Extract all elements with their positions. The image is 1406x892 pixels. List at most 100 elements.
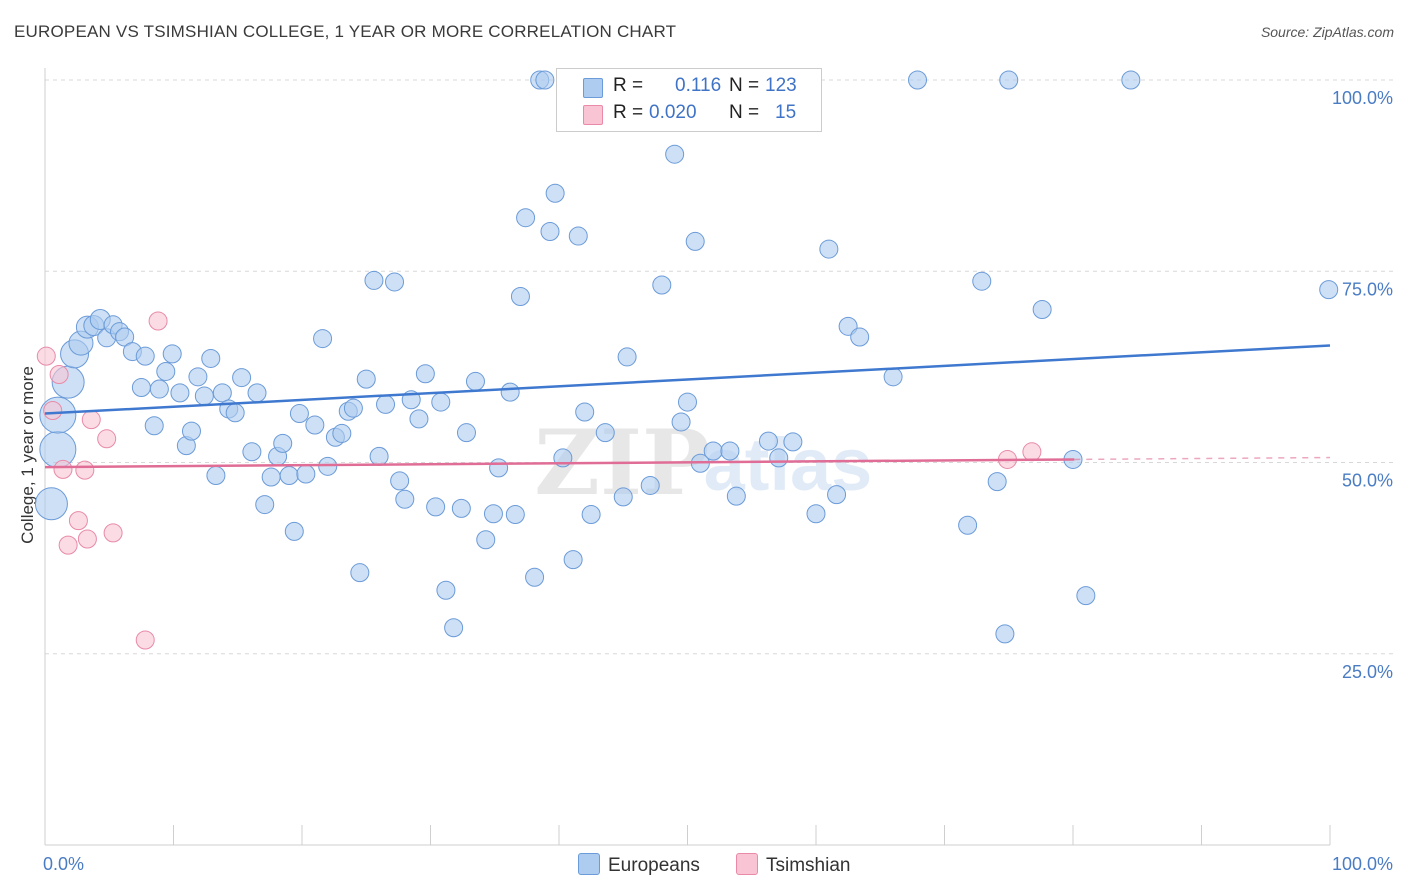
y-tick-label-75: 75.0%: [1342, 279, 1393, 299]
europeans-point-22: [181, 421, 201, 441]
europeans-point-30: [232, 368, 252, 388]
tsimshian-point-7: [77, 529, 97, 549]
tsimshian-point-14: [1022, 442, 1042, 462]
europeans-point-40: [296, 464, 316, 484]
europeans-point-94: [703, 441, 723, 461]
europeans-point-54: [390, 471, 410, 491]
europeans-point-49: [356, 369, 376, 389]
europeans-point-58: [415, 364, 435, 384]
tsimshian-point-1: [43, 400, 63, 420]
europeans-point-59: [426, 497, 446, 517]
europeans-point-114: [1032, 300, 1052, 319]
n-value-europeans: 123: [765, 75, 797, 96]
europeans-point-111: [987, 472, 1007, 492]
europeans-legend-swatch: [578, 853, 600, 875]
tsimshian-trend-extension: [1074, 456, 1331, 461]
tsimshian-point-12: [148, 311, 168, 331]
europeans-point-23: [188, 367, 208, 387]
europeans-point-45: [332, 423, 352, 443]
europeans-point-18: [156, 361, 176, 381]
legend-europeans-label: Europeans: [608, 855, 700, 876]
europeans-point-52: [376, 394, 396, 414]
europeans-point-110: [972, 271, 992, 291]
europeans-point-107: [883, 367, 903, 387]
europeans-point-117: [1121, 70, 1141, 90]
europeans-point-50: [364, 270, 384, 290]
europeans-point-26: [206, 466, 226, 486]
europeans-point-70: [505, 505, 525, 525]
europeans-point-88: [652, 275, 672, 295]
europeans-point-85: [617, 347, 637, 367]
europeans-point-27: [212, 383, 232, 403]
x-tick-label-min: 0.0%: [43, 854, 84, 874]
europeans-point-76: [540, 221, 560, 241]
chart-title: EUROPEAN VS TSIMSHIAN COLLEGE, 1 YEAR OR…: [14, 22, 677, 41]
europeans-point-48: [350, 563, 370, 583]
trend-lines: [44, 344, 1331, 469]
europeans-point-68: [489, 458, 509, 478]
r-value-tsimshian: 0.020: [649, 102, 697, 123]
europeans-point-57: [409, 409, 429, 429]
europeans-point-95: [720, 441, 740, 461]
europeans-point-51: [369, 446, 389, 466]
europeans-point-65: [465, 371, 485, 391]
europeans-point-118: [1319, 280, 1339, 300]
europeans-point-17: [149, 379, 169, 399]
x-tick-label-max: 100.0%: [1332, 854, 1393, 874]
europeans-point-41: [305, 415, 325, 435]
europeans-point-31: [242, 442, 262, 462]
europeans-point-79: [563, 550, 583, 570]
europeans-point-63: [451, 498, 471, 518]
europeans-point-104: [827, 485, 847, 505]
europeans-point-25: [201, 348, 221, 368]
europeans-point-75: [535, 70, 555, 90]
europeans-point-32: [247, 383, 267, 403]
europeans-point-116: [1076, 586, 1096, 606]
europeans-point-64: [456, 423, 476, 443]
tsimshian-point-8: [81, 410, 101, 430]
europeans-point-24: [194, 386, 214, 406]
europeans-point-71: [510, 286, 530, 306]
europeans-point-39: [289, 404, 309, 424]
y-tick-label-50: 50.0%: [1342, 471, 1393, 491]
europeans-point-91: [678, 392, 697, 412]
europeans-point-103: [819, 239, 839, 259]
tsimshian-point-11: [135, 630, 155, 650]
n-label: N =: [729, 75, 760, 96]
europeans-point-108: [908, 70, 928, 90]
europeans-point-43: [318, 456, 338, 476]
europeans-point-36: [273, 433, 293, 453]
europeans-point-38: [284, 521, 304, 541]
europeans-point-89: [665, 144, 685, 164]
europeans-point-81: [575, 402, 595, 422]
tsimshian-point-2: [49, 365, 69, 385]
europeans-point-66: [476, 530, 496, 550]
europeans-point-87: [640, 475, 660, 495]
europeans-point-101: [783, 432, 803, 452]
europeans-point-84: [613, 487, 633, 507]
europeans-point-15: [135, 346, 155, 366]
r-label: R =: [613, 102, 644, 123]
europeans-point-80: [568, 226, 588, 246]
europeans-point-67: [483, 504, 503, 524]
europeans-point-109: [958, 515, 978, 535]
n-label: N =: [729, 102, 760, 123]
europeans-point-14: [131, 378, 151, 398]
legend-tsimshian-label: Tsimshian: [766, 855, 851, 876]
tsimshian-point-5: [68, 511, 88, 531]
europeans-point-102: [806, 504, 826, 524]
legend-tsimshian: Tsimshian: [736, 853, 850, 877]
europeans-point-112: [995, 624, 1015, 644]
n-value-tsimshian: 15: [775, 102, 797, 123]
source-credit: Source: ZipAtlas.com: [1260, 24, 1394, 40]
europeans-point-16: [144, 416, 164, 436]
europeans-trend-line: [44, 344, 1331, 415]
europeans-point-92: [685, 231, 705, 251]
tsimshian-swatch: [583, 105, 603, 125]
europeans-point-60: [431, 392, 451, 412]
tsimshian-point-3: [53, 459, 73, 479]
europeans-point-33: [255, 495, 275, 515]
europeans-point-69: [500, 382, 520, 402]
europeans-point-37: [279, 466, 299, 486]
